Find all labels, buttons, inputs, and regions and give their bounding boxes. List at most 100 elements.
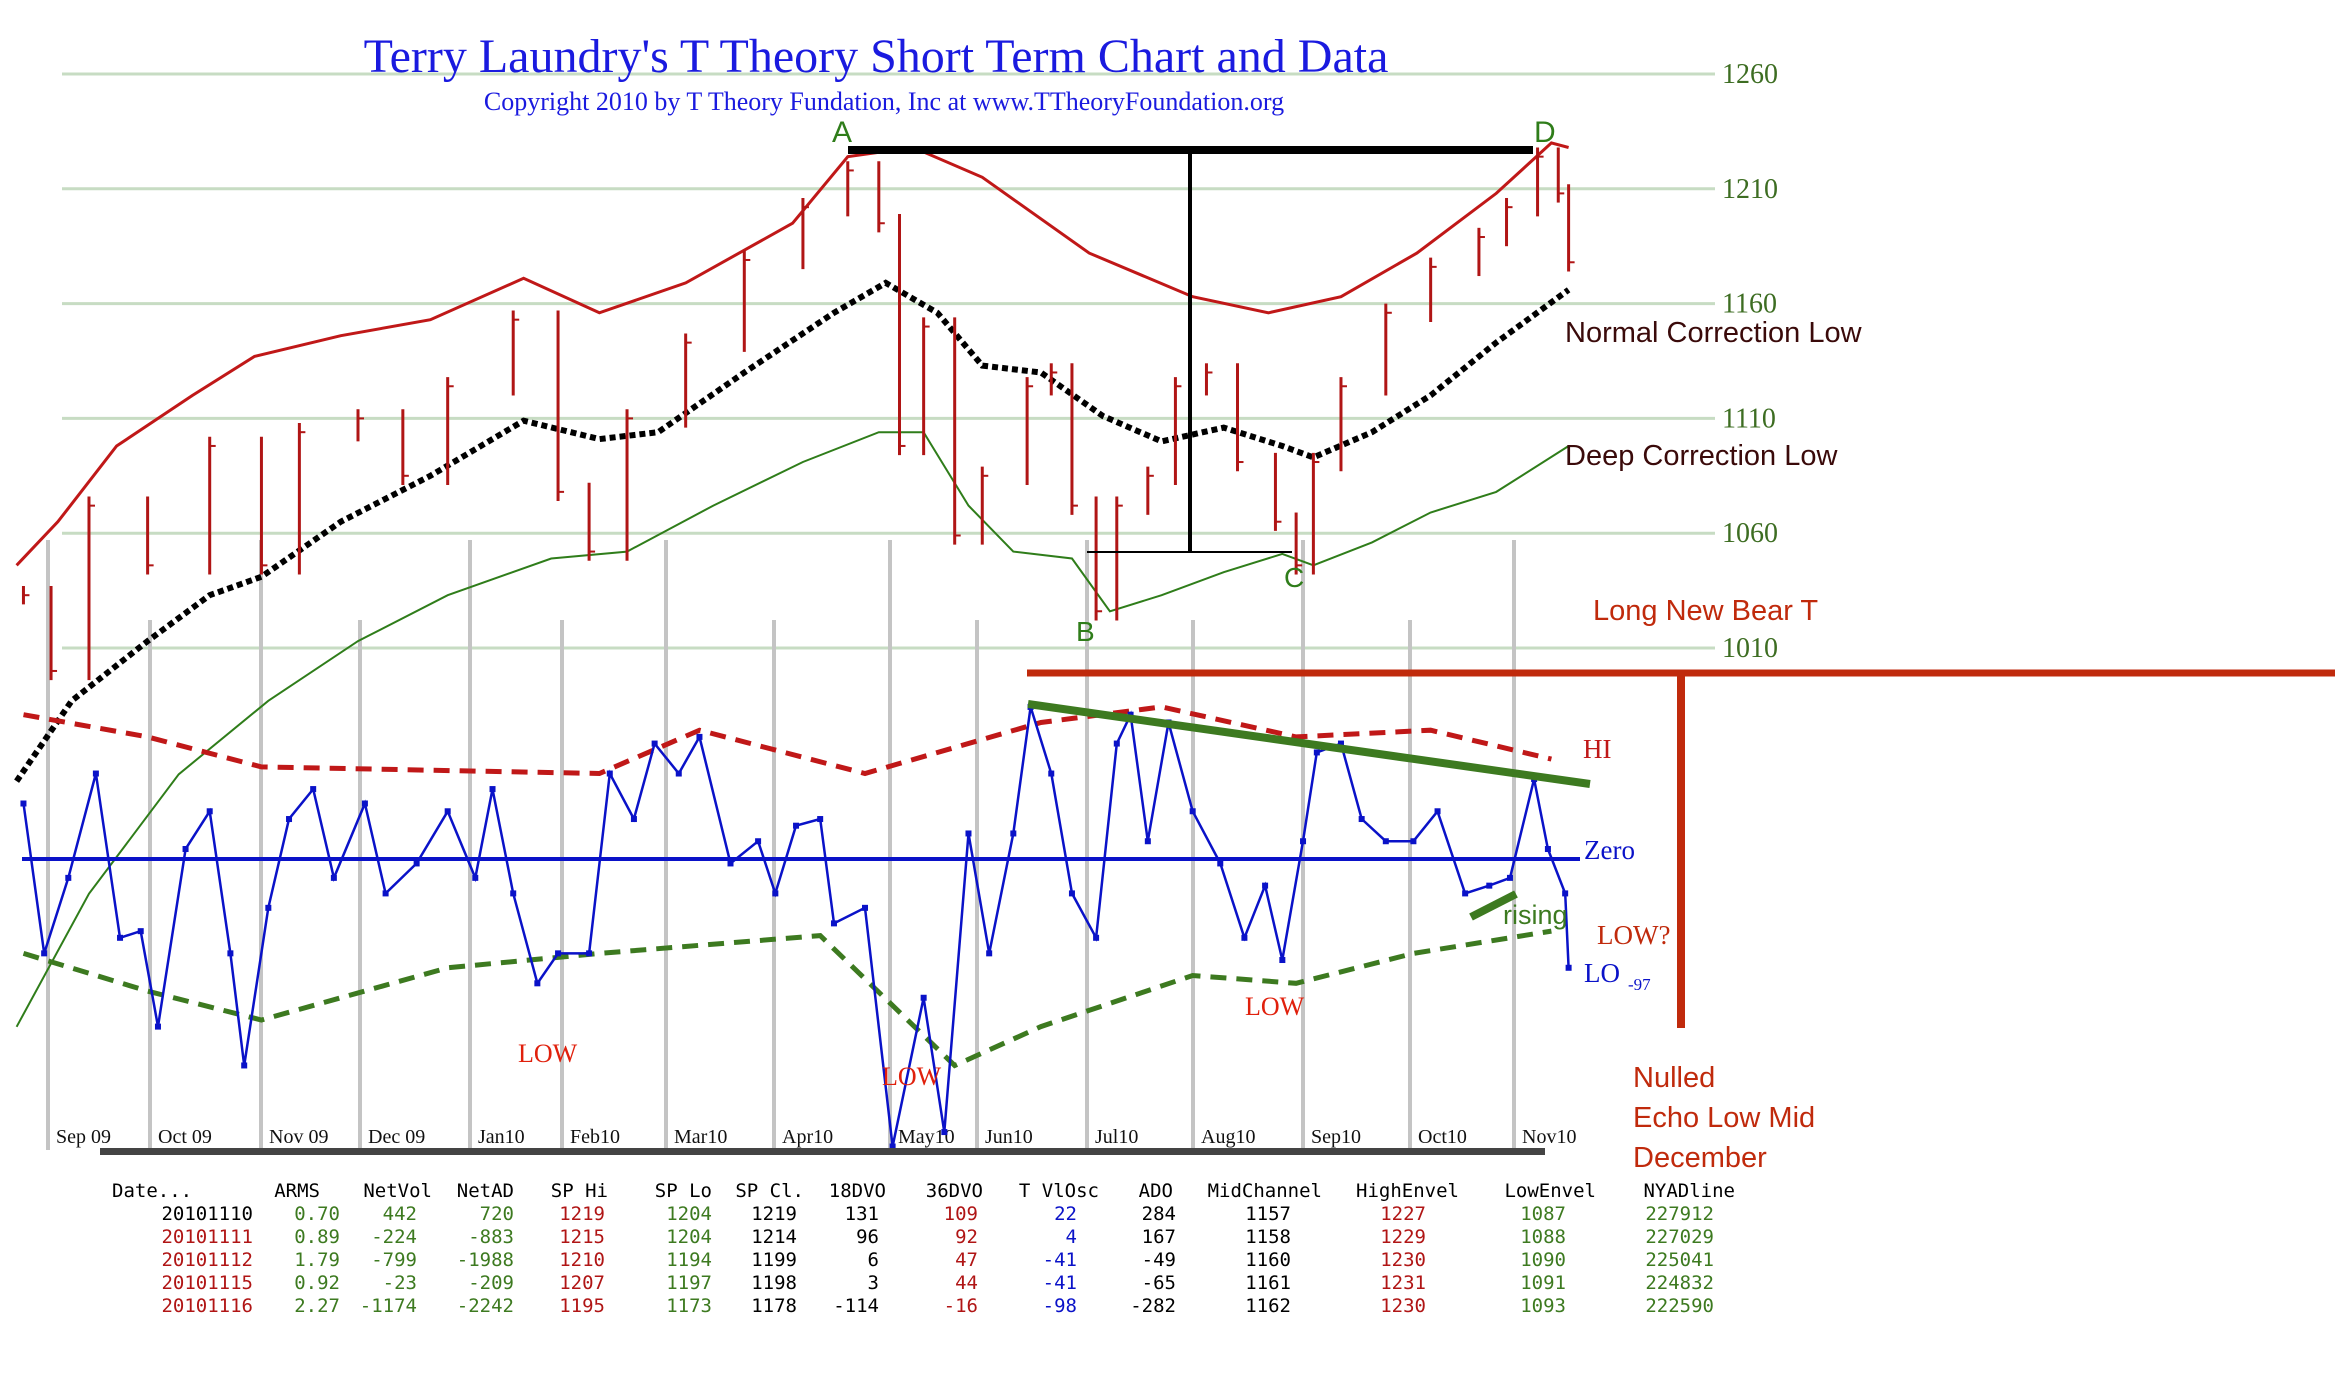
oscillator-point <box>555 950 562 957</box>
table-cell: 1215 <box>559 1226 605 1248</box>
oscillator-point <box>606 770 613 777</box>
y-tick-label: 1110 <box>1722 403 1776 434</box>
table-cell: 1161 <box>1245 1272 1291 1294</box>
table-cell: -41 <box>1042 1249 1077 1271</box>
oscillator-point <box>1562 890 1569 897</box>
table-cell: 1.79 <box>294 1249 340 1271</box>
oscillator-point <box>534 980 541 987</box>
oscillator-point <box>830 920 837 927</box>
label-c: C <box>1284 562 1304 593</box>
x-tick-label: Oct10 <box>1418 1126 1467 1148</box>
table-header: MidChannel <box>1207 1180 1322 1202</box>
oscillator-point <box>286 816 293 823</box>
table-cell: -114 <box>833 1295 879 1317</box>
lo-value-label: -97 <box>1628 975 1651 994</box>
y-tick-label: 1010 <box>1722 633 1778 664</box>
table-header: 36DVO <box>925 1180 983 1202</box>
oscillator-point <box>227 950 234 957</box>
table-cell: 1231 <box>1380 1272 1426 1294</box>
table-cell: 1087 <box>1520 1203 1566 1225</box>
bear-t-label: Long New Bear T <box>1593 595 1818 627</box>
oscillator-point <box>154 1023 161 1030</box>
oscillator-point <box>1144 838 1151 845</box>
oscillator-line <box>22 706 1570 1147</box>
oscillator-point <box>889 1143 896 1150</box>
zero-label: Zero <box>1584 835 1635 865</box>
x-tick-label: Sep 09 <box>56 1126 111 1148</box>
oscillator-point <box>117 934 124 941</box>
table-cell: -23 <box>382 1272 417 1294</box>
table-cell: -883 <box>468 1226 514 1248</box>
table-cell: -2242 <box>456 1295 514 1317</box>
table-cell: 1158 <box>1245 1226 1291 1248</box>
lower-envelope-line <box>15 431 1570 1028</box>
oscillator-point <box>1434 808 1441 815</box>
table-cell: 1204 <box>666 1226 712 1248</box>
table-cell: 225041 <box>1645 1249 1714 1271</box>
x-tick-label: Mar10 <box>674 1126 727 1148</box>
oscillator-point <box>755 838 762 845</box>
oscillator-point <box>137 928 144 935</box>
table-header: 18DVO <box>828 1180 886 1202</box>
table-cell: 6 <box>867 1249 879 1271</box>
normal-correction-label: Normal Correction Low <box>1565 317 1863 349</box>
table-cell: 1230 <box>1380 1249 1426 1271</box>
table-cell: 1195 <box>559 1295 605 1317</box>
table-cell: 1088 <box>1520 1226 1566 1248</box>
oscillator-point <box>1462 890 1469 897</box>
oscillator-point <box>1189 808 1196 815</box>
label-d: D <box>1534 116 1556 149</box>
oscillator-point <box>472 874 479 881</box>
oscillator-point <box>1337 740 1344 747</box>
y-tick-label: 1260 <box>1722 59 1778 90</box>
nulled-line-1: Nulled <box>1633 1062 1715 1094</box>
table-header: ADO <box>1138 1180 1173 1202</box>
table-cell: 227029 <box>1645 1226 1714 1248</box>
table-header: SP Cl. <box>735 1180 804 1202</box>
rising-label: rising <box>1503 900 1568 930</box>
table-header: ARMS <box>274 1180 320 1202</box>
oscillator-point <box>586 950 593 957</box>
oscillator-point <box>817 816 824 823</box>
nulled-line-3: December <box>1633 1142 1767 1174</box>
oscillator-point <box>92 770 99 777</box>
table-cell: 227912 <box>1645 1203 1714 1225</box>
table-cell: 20101111 <box>161 1226 253 1248</box>
low-label-aug: LOW <box>1245 992 1305 1021</box>
oscillator-point <box>41 950 48 957</box>
table-cell: 1157 <box>1245 1203 1291 1225</box>
table-cell: 1204 <box>666 1203 712 1225</box>
oscillator-point <box>361 800 368 807</box>
table-cell: 0.70 <box>294 1203 340 1225</box>
table-cell: 3 <box>867 1272 879 1294</box>
table-cell: -65 <box>1141 1272 1176 1294</box>
table-cell: 1207 <box>559 1272 605 1294</box>
table-cell: 0.92 <box>294 1272 340 1294</box>
hi-dashed-line <box>23 704 1552 777</box>
oscillator-point <box>206 808 213 815</box>
mid-channel-line <box>14 279 1571 783</box>
low-label-may: LOW <box>882 1062 942 1091</box>
table-cell: 1178 <box>751 1295 797 1317</box>
x-tick-label: Oct 09 <box>158 1126 212 1148</box>
oscillator-point <box>1068 890 1075 897</box>
table-cell: 131 <box>844 1203 879 1225</box>
oscillator-point <box>413 860 420 867</box>
table-cell: 1091 <box>1520 1272 1566 1294</box>
table-cell: 224832 <box>1645 1272 1714 1294</box>
x-tick-label: Aug10 <box>1201 1126 1255 1148</box>
oscillator-point <box>1241 934 1248 941</box>
oscillator-point <box>1300 838 1307 845</box>
table-cell: 96 <box>856 1226 879 1248</box>
downtrend-line <box>1027 700 1591 788</box>
oscillator-point <box>941 1129 948 1136</box>
oscillator-point <box>1410 838 1417 845</box>
oscillator-point <box>986 950 993 957</box>
x-tick-label: Nov10 <box>1522 1126 1576 1148</box>
hi-label: HI <box>1583 734 1612 764</box>
table-cell: 20101115 <box>161 1272 253 1294</box>
table-cell: 1160 <box>1245 1249 1291 1271</box>
table-header: T VlOsc <box>1018 1180 1099 1202</box>
oscillator-point <box>1093 934 1100 941</box>
table-cell: 1227 <box>1380 1203 1426 1225</box>
